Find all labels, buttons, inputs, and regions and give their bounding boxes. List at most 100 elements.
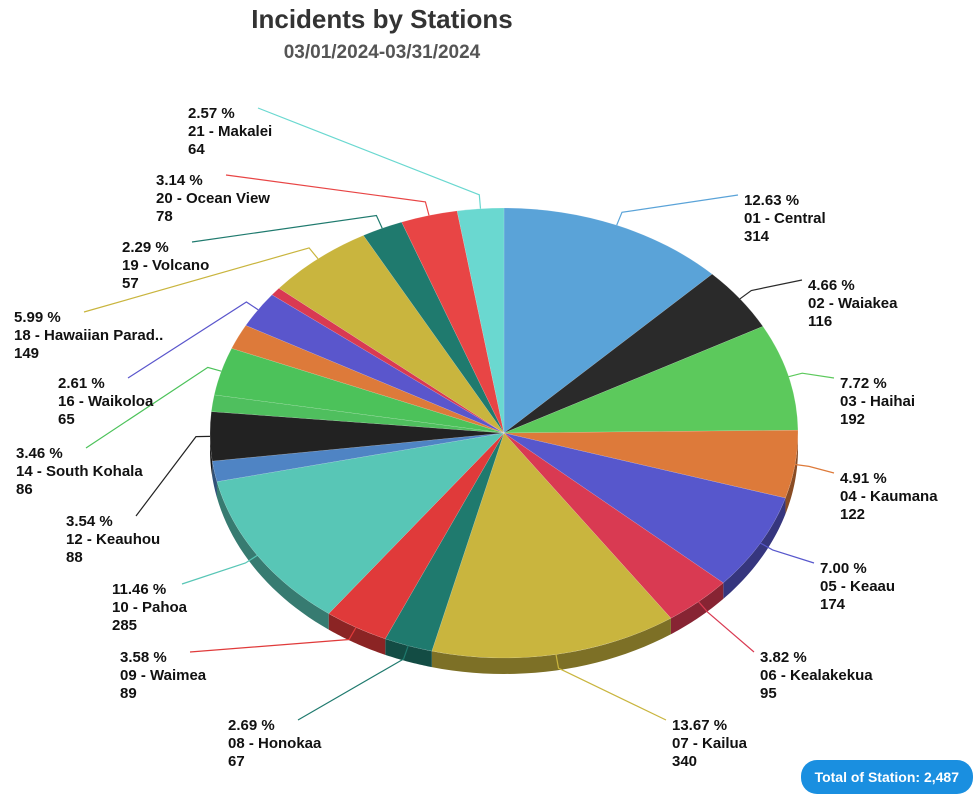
slice-percent-label-11: 3.54 % [66, 513, 113, 530]
leader-line-17 [83, 247, 319, 313]
pie-slice-13[interactable] [213, 348, 505, 434]
slice-name-label-1: 02 - Waiakea [808, 295, 898, 312]
slice-value-label-1: 116 [808, 313, 832, 330]
slice-value-label-2: 192 [840, 411, 865, 428]
pie-slice-1[interactable] [503, 273, 764, 434]
leader-line-20 [257, 107, 482, 209]
pie-slice-10[interactable] [212, 432, 505, 482]
leader-line-0 [616, 194, 739, 226]
total-badge[interactable]: Total of Station: 2,487 [800, 760, 973, 794]
slice-percent-label-6: 13.67 % [672, 717, 727, 734]
leader-line-11 [135, 435, 211, 517]
slice-name-label-5: 06 - Kealakekua [760, 667, 873, 684]
slice-value-label-7: 67 [228, 753, 245, 770]
slice-name-label-15: 16 - Waikoloa [58, 393, 154, 410]
leader-line-19 [225, 174, 430, 216]
pie-slice-16[interactable] [271, 287, 505, 434]
slice-value-label-0: 314 [744, 228, 770, 245]
leader-line-9 [181, 554, 258, 585]
slice-value-label-19: 78 [156, 208, 173, 225]
leader-line-13 [85, 366, 222, 449]
slice-name-label-13: 14 - South Kohala [16, 463, 143, 480]
leader-line-1 [739, 279, 803, 300]
slice-value-label-15: 65 [58, 411, 75, 428]
slice-side-9 [216, 481, 329, 630]
slice-name-label-4: 05 - Keaau [820, 578, 895, 595]
slice-percent-label-4: 7.00 % [820, 560, 867, 577]
slice-name-label-17: 18 - Hawaiian Parad.. [14, 327, 163, 344]
slice-percent-label-7: 2.69 % [228, 717, 275, 734]
slice-percent-label-5: 3.82 % [760, 649, 807, 666]
slice-side-11 [210, 433, 213, 478]
pie-slice-14[interactable] [231, 325, 505, 434]
leader-line-15 [127, 301, 259, 379]
pie-slice-4[interactable] [503, 432, 786, 584]
slice-percent-label-1: 4.66 % [808, 277, 855, 294]
leader-line-4 [760, 542, 815, 564]
slice-name-label-3: 04 - Kaumana [840, 488, 938, 505]
pie-slice-11[interactable] [209, 411, 505, 462]
slice-value-label-9: 285 [112, 617, 137, 634]
slice-name-label-2: 03 - Haihai [840, 393, 915, 410]
pie-slice-12[interactable] [211, 394, 505, 434]
slice-percent-label-13: 3.46 % [16, 445, 63, 462]
slice-name-label-11: 12 - Keauhou [66, 531, 160, 548]
slice-value-label-8: 89 [120, 685, 137, 702]
slice-name-label-8: 09 - Waimea [120, 667, 207, 684]
slice-value-label-13: 86 [16, 481, 33, 498]
slice-name-label-18: 19 - Volcano [122, 257, 209, 274]
pie-depth [210, 433, 798, 674]
leader-line-18 [191, 214, 383, 243]
slice-value-label-18: 57 [122, 275, 139, 292]
pie-slice-20[interactable] [456, 207, 505, 434]
slice-percent-label-0: 12.63 % [744, 192, 799, 209]
slice-percent-label-18: 2.29 % [122, 239, 169, 256]
pie-slice-3[interactable] [503, 429, 799, 499]
pie-slice-0[interactable] [503, 207, 713, 434]
pie-slice-19[interactable] [401, 210, 505, 434]
leader-line-5 [698, 601, 755, 653]
slice-side-8 [328, 613, 386, 655]
leader-line-2 [788, 372, 835, 379]
slice-side-5 [670, 582, 724, 635]
slice-percent-label-15: 2.61 % [58, 375, 105, 392]
slice-value-label-6: 340 [672, 753, 697, 770]
slice-name-label-7: 08 - Honokaa [228, 735, 322, 752]
leader-line-8 [189, 627, 357, 653]
slice-side-3 [785, 433, 798, 515]
slice-percent-label-20: 2.57 % [188, 105, 235, 122]
slice-percent-label-17: 5.99 % [14, 309, 61, 326]
pie-slices [209, 207, 799, 659]
slice-value-label-4: 174 [820, 596, 846, 613]
leader-line-3 [795, 463, 835, 474]
slice-percent-label-3: 4.91 % [840, 470, 887, 487]
slice-name-label-9: 10 - Pahoa [112, 599, 188, 616]
chart-subtitle: 03/01/2024-03/31/2024 [284, 42, 481, 63]
slice-name-label-19: 20 - Ocean View [156, 190, 270, 207]
slice-side-4 [723, 498, 786, 599]
slice-side-7 [385, 638, 432, 668]
leader-line-7 [297, 645, 409, 721]
pie-slice-5[interactable] [503, 432, 724, 619]
leader-line-6 [555, 654, 667, 721]
slice-percent-label-8: 3.58 % [120, 649, 167, 666]
leader-lines [83, 107, 835, 721]
slice-value-label-3: 122 [840, 506, 865, 523]
slice-name-label-6: 07 - Kailua [672, 735, 748, 752]
slice-value-label-11: 88 [66, 549, 83, 566]
slice-value-label-5: 95 [760, 685, 777, 702]
slice-name-label-0: 01 - Central [744, 210, 826, 227]
pie-slice-18[interactable] [363, 221, 505, 434]
slice-value-label-17: 149 [14, 345, 39, 362]
pie-slice-8[interactable] [328, 432, 505, 640]
slice-value-label-20: 64 [188, 141, 205, 158]
slice-side-6 [431, 618, 671, 674]
pie-slice-9[interactable] [216, 432, 505, 614]
slice-side-10 [212, 461, 217, 498]
slice-percent-label-2: 7.72 % [840, 375, 887, 392]
slice-percent-label-19: 3.14 % [156, 172, 203, 189]
slice-name-label-20: 21 - Makalei [188, 123, 272, 140]
slice-percent-label-9: 11.46 % [112, 581, 166, 598]
